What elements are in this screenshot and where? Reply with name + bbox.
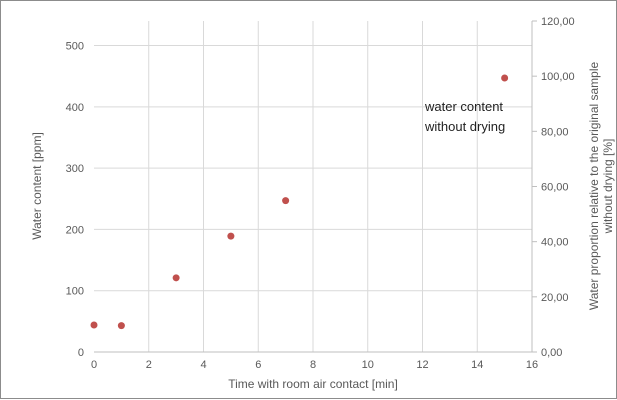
data-point (227, 232, 235, 240)
x-axis-title: Time with room air contact [min] (228, 377, 398, 391)
y2-tick-labels: 0,00 20,00 40,00 60,00 80,00 100,00 120,00 (541, 16, 575, 359)
y2-tick-label: 0,00 (541, 347, 562, 359)
y2-tick-label: 40,00 (541, 237, 569, 249)
x-tick-label: 4 (200, 359, 206, 371)
data-point (501, 74, 509, 82)
y-tick-label: 100 (66, 286, 84, 298)
x-tick-label: 12 (416, 359, 428, 371)
annotation-line2: without drying (424, 119, 505, 134)
y2-tick-label: 60,00 (541, 182, 569, 194)
y2-tick-label: 80,00 (541, 126, 569, 138)
data-point (172, 274, 180, 282)
y2-axis-title-line2: without drying [%] (601, 139, 615, 235)
data-point (117, 322, 125, 330)
y-tick-label: 300 (66, 163, 84, 175)
x-tick-labels: 0 2 4 6 8 10 12 14 16 (91, 359, 538, 371)
annotation-line1: water content (424, 99, 503, 114)
data-point (282, 197, 290, 205)
y-tick-label: 500 (66, 41, 84, 53)
axes (94, 20, 537, 353)
x-tick-label: 6 (255, 359, 261, 371)
x-tick-label: 0 (91, 359, 97, 371)
y2-axis-title-line1: Water proportion relative to the origina… (587, 62, 601, 311)
grid-lines (94, 21, 533, 352)
y2-tick-label: 20,00 (541, 292, 569, 304)
y2-tick-label: 120,00 (541, 16, 575, 28)
x-tick-label: 16 (526, 359, 538, 371)
y-axis-title: Water content [ppm] (30, 132, 44, 240)
y2-tick-label: 100,00 (541, 71, 575, 83)
y-tick-label: 400 (66, 102, 84, 114)
y-tick-labels: 0 100 200 300 400 500 (66, 41, 84, 359)
y-tick-label: 0 (78, 347, 84, 359)
data-points (90, 74, 509, 330)
data-point (90, 321, 98, 329)
y-tick-label: 200 (66, 224, 84, 236)
x-tick-label: 10 (362, 359, 374, 371)
x-tick-label: 14 (471, 359, 483, 371)
x-tick-label: 8 (310, 359, 316, 371)
x-tick-label: 2 (146, 359, 152, 371)
